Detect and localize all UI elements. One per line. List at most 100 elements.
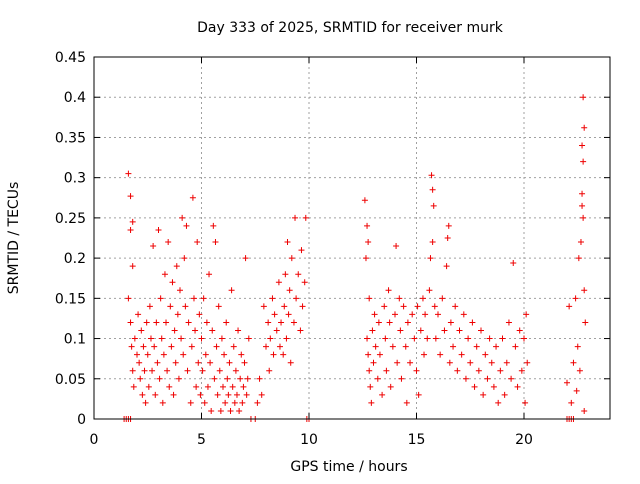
data-point — [456, 327, 463, 334]
data-point — [275, 279, 282, 286]
data-point — [127, 226, 134, 233]
data-point — [381, 303, 388, 310]
data-point — [290, 319, 297, 326]
data-point — [295, 271, 302, 278]
data-point — [362, 255, 369, 262]
ticks-layer: 0 5 10 15 20 0 0.05 0.1 0.15 0.2 0.25 0.3 0.35 0.4 0.4… — [55, 50, 610, 448]
data-point — [165, 239, 172, 246]
data-point — [128, 343, 135, 350]
data-point — [169, 279, 176, 286]
data-point — [421, 351, 428, 358]
data-point — [379, 391, 386, 398]
data-point — [221, 351, 228, 358]
data-point — [203, 319, 210, 326]
data-point — [278, 319, 285, 326]
data-point — [212, 239, 219, 246]
data-point — [200, 295, 207, 302]
data-point — [197, 391, 204, 398]
data-point — [208, 407, 215, 414]
data-point — [236, 407, 243, 414]
data-point — [125, 295, 132, 302]
data-point — [239, 399, 246, 406]
data-point — [475, 367, 482, 374]
data-point — [136, 359, 143, 366]
data-point — [216, 367, 223, 374]
data-point — [188, 343, 195, 350]
data-point — [580, 94, 587, 101]
data-point — [415, 391, 422, 398]
data-point — [443, 263, 450, 270]
data-point — [441, 327, 448, 334]
data-point — [581, 287, 588, 294]
data-point — [209, 327, 216, 334]
data-point — [581, 407, 588, 414]
data-point — [189, 194, 196, 201]
data-point — [281, 303, 288, 310]
data-point — [480, 391, 487, 398]
data-point — [581, 124, 588, 131]
x-tick-label: 0 — [90, 432, 99, 448]
data-point — [147, 335, 154, 342]
y-tick-label: 0.2 — [64, 251, 86, 267]
y-tick-label: 0 — [77, 412, 86, 428]
data-point — [393, 243, 400, 250]
data-point — [183, 222, 190, 229]
data-point — [432, 335, 439, 342]
data-point — [164, 367, 171, 374]
data-point — [211, 375, 218, 382]
data-point — [228, 287, 235, 294]
data-point — [486, 335, 493, 342]
plot-frame — [93, 56, 611, 420]
data-point — [454, 367, 461, 374]
data-point — [182, 303, 189, 310]
data-point — [267, 335, 274, 342]
data-point — [145, 383, 152, 390]
x-axis-label: GPS time / hours — [290, 459, 407, 475]
data-point — [523, 311, 530, 318]
data-point — [397, 327, 404, 334]
data-point — [184, 367, 191, 374]
data-point — [508, 375, 515, 382]
data-point — [402, 343, 409, 350]
data-point — [369, 327, 376, 334]
data-point — [516, 327, 523, 334]
data-point — [499, 335, 506, 342]
data-point — [263, 343, 269, 350]
data-point — [370, 359, 377, 366]
data-point — [460, 311, 467, 318]
data-point — [372, 343, 379, 350]
data-point — [173, 263, 180, 270]
data-point — [138, 327, 145, 334]
data-point — [299, 303, 306, 310]
data-point — [385, 287, 392, 294]
data-point — [158, 335, 165, 342]
x-tick-label: 20 — [515, 432, 533, 448]
data-point — [185, 319, 192, 326]
data-point — [510, 259, 517, 266]
data-point — [374, 375, 381, 382]
data-point — [156, 375, 163, 382]
data-point — [521, 335, 527, 342]
data-point — [564, 379, 570, 386]
data-point — [157, 295, 164, 302]
data-point — [429, 239, 436, 246]
data-point — [445, 222, 452, 229]
data-point — [152, 391, 159, 398]
data-point — [166, 383, 173, 390]
data-point — [245, 335, 252, 342]
data-point — [576, 367, 583, 374]
data-point — [287, 359, 294, 366]
data-point — [407, 359, 414, 366]
data-point — [473, 343, 480, 350]
data-point — [210, 222, 217, 229]
data-point — [241, 359, 248, 366]
data-point — [215, 303, 222, 310]
data-point — [495, 399, 502, 406]
data-point — [493, 343, 500, 350]
data-point — [206, 271, 213, 278]
data-point — [288, 255, 295, 262]
y-axis-label: SRMTID / TECUs — [6, 182, 22, 295]
data-point — [130, 383, 137, 390]
data-point — [394, 359, 401, 366]
